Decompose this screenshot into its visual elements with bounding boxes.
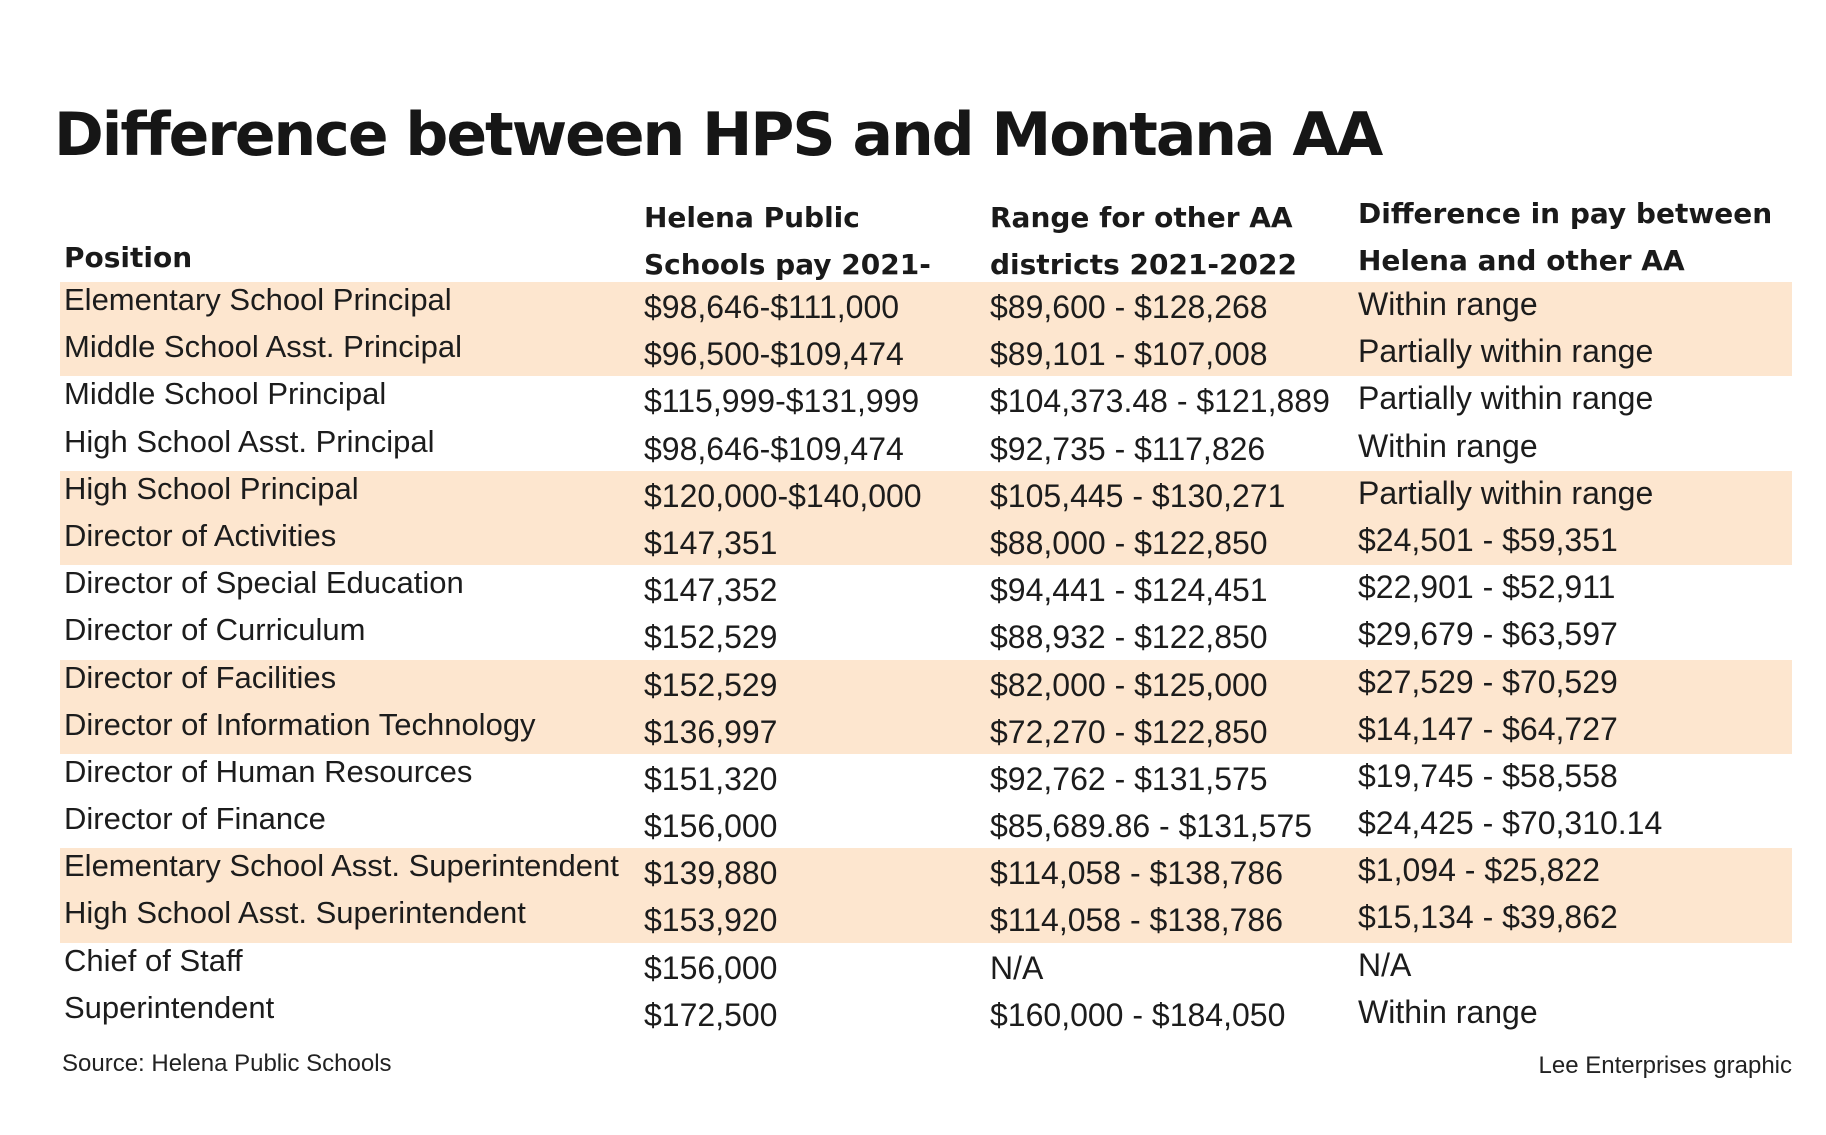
cell-position: Director of Information Technology xyxy=(64,706,536,742)
table-row: Director of Special Education $147,352 $94… xyxy=(60,565,1792,612)
table-row: Elementary School Principal $98,646-$111,… xyxy=(60,282,1792,330)
cell-hps-pay: $136,997 xyxy=(644,713,778,750)
cell-hps-pay: $156,000 xyxy=(644,808,778,845)
table-header: Position Helena Public Schools pay 2021-… xyxy=(60,190,1792,328)
pay-table: Position Helena Public Schools pay 2021-… xyxy=(60,190,1792,1037)
cell-aa-range: $94,441 - $124,451 xyxy=(990,572,1268,609)
source-note: Source: Helena Public Schools xyxy=(62,1050,392,1077)
table-row: High School Asst. Principal $98,646-$109,… xyxy=(60,424,1792,471)
cell-difference: Partially within range xyxy=(1358,380,1654,417)
cell-hps-pay: $147,351 xyxy=(644,524,778,561)
cell-hps-pay: $96,500-$109,474 xyxy=(644,336,904,373)
cell-difference: $24,425 - $70,310.14 xyxy=(1358,805,1663,842)
table-row: High School Principal $120,000-$140,000 $1… xyxy=(60,470,1792,518)
cell-position: Director of Special Education xyxy=(64,565,464,601)
cell-difference: Partially within range xyxy=(1358,474,1654,511)
cell-position: High School Asst. Principal xyxy=(64,423,435,459)
cell-position: High School Asst. Superintendent xyxy=(64,895,526,931)
cell-aa-range: $114,058 - $138,786 xyxy=(990,902,1283,939)
cell-hps-pay: $172,500 xyxy=(644,996,778,1033)
cell-aa-range: $82,000 - $125,000 xyxy=(990,666,1268,703)
cell-aa-range: N/A xyxy=(990,949,1044,986)
cell-aa-range: $104,373.48 - $121,889 xyxy=(990,383,1330,420)
cell-aa-range: $85,689.86 - $131,575 xyxy=(990,808,1313,845)
cell-difference: $14,147 - $64,727 xyxy=(1358,710,1618,747)
cell-difference: $19,745 - $58,558 xyxy=(1358,757,1618,794)
cell-position: Chief of Staff xyxy=(64,942,243,978)
cell-difference: Within range xyxy=(1358,993,1538,1030)
header-position: Position xyxy=(64,241,193,274)
cell-aa-range: $88,932 - $122,850 xyxy=(990,619,1268,656)
cell-hps-pay: $98,646-$109,474 xyxy=(644,430,904,467)
graphic-credit: Lee Enterprises graphic xyxy=(1538,1052,1792,1079)
table-row: Director of Human Resources $151,320 $92,7… xyxy=(60,754,1792,801)
cell-difference: Within range xyxy=(1358,427,1538,464)
header-hps-pay: Helena Public Schools pay 2021-2022 xyxy=(644,201,931,328)
cell-position: Middle School Asst. Principal xyxy=(64,329,463,365)
cell-hps-pay: $151,320 xyxy=(644,760,778,797)
cell-hps-pay: $98,646-$111,000 xyxy=(644,289,900,325)
cell-position: Director of Facilities xyxy=(64,659,337,695)
cell-difference: $29,679 - $63,597 xyxy=(1358,616,1618,653)
cell-difference: $22,901 - $52,911 xyxy=(1358,569,1616,606)
cell-position: Elementary School Asst. Superintendent xyxy=(64,848,619,884)
cell-hps-pay: $152,529 xyxy=(644,619,778,656)
cell-position: High School Principal xyxy=(64,470,359,506)
cell-position: Director of Human Resources xyxy=(64,753,473,789)
cell-hps-pay: $120,000-$140,000 xyxy=(644,477,922,514)
cell-position: Director of Finance xyxy=(64,801,326,837)
table-row: Middle School Asst. Principal $96,500-$10… xyxy=(60,329,1792,377)
table-row: Elementary School Asst. Superintendent $1… xyxy=(60,848,1792,896)
page-title: Difference between HPS and Montana AA xyxy=(54,100,1383,170)
header-aa-range: Range for other AA districts 2021-2022 xyxy=(990,201,1297,281)
cell-hps-pay: $156,000 xyxy=(644,949,778,986)
cell-hps-pay: $147,352 xyxy=(644,572,778,609)
table-body: Elementary School Principal $98,646-$111,… xyxy=(60,282,1792,1037)
table-row: High School Asst. Superintendent $153,920… xyxy=(60,895,1792,943)
cell-position: Director of Curriculum xyxy=(64,612,366,648)
cell-hps-pay: $139,880 xyxy=(644,855,778,892)
cell-aa-range: $89,600 - $128,268 xyxy=(990,289,1268,325)
cell-aa-range: $114,058 - $138,786 xyxy=(990,855,1283,892)
cell-difference: $15,134 - $39,862 xyxy=(1358,899,1618,936)
table-row: Superintendent $172,500 $160,000 - $184,05… xyxy=(60,990,1792,1037)
table-row: Director of Information Technology $136,9… xyxy=(60,706,1792,754)
cell-difference: Within range xyxy=(1358,286,1538,322)
cell-difference: Partially within range xyxy=(1358,333,1654,370)
table-row: Chief of Staff $156,000 N/A N/A xyxy=(60,943,1792,990)
cell-aa-range: $72,270 - $122,850 xyxy=(990,713,1268,750)
cell-aa-range: $89,101 - $107,008 xyxy=(990,336,1268,373)
cell-difference: $1,094 - $25,822 xyxy=(1358,852,1600,889)
table-row: Middle School Principal $115,999-$131,999… xyxy=(60,376,1792,423)
cell-difference: $24,501 - $59,351 xyxy=(1358,521,1618,558)
cell-aa-range: $88,000 - $122,850 xyxy=(990,524,1268,561)
cell-position: Superintendent xyxy=(64,989,275,1025)
cell-hps-pay: $152,529 xyxy=(644,666,778,703)
cell-aa-range: $92,735 - $117,826 xyxy=(990,430,1266,467)
cell-aa-range: $92,762 - $131,575 xyxy=(990,760,1268,797)
cell-difference: N/A xyxy=(1358,946,1412,983)
table-row: Director of Curriculum $152,529 $88,932 - … xyxy=(60,612,1792,659)
table-row: Director of Finance $156,000 $85,689.86 - … xyxy=(60,801,1792,848)
cell-position: Director of Activities xyxy=(64,517,337,553)
cell-difference: $27,529 - $70,529 xyxy=(1358,663,1618,700)
cell-position: Elementary School Principal xyxy=(64,282,452,317)
cell-aa-range: $160,000 - $184,050 xyxy=(990,996,1286,1033)
table-row: Director of Facilities $152,529 $82,000 - … xyxy=(60,659,1792,707)
cell-hps-pay: $115,999-$131,999 xyxy=(644,383,920,420)
cell-aa-range: $105,445 - $130,271 xyxy=(990,477,1286,514)
cell-position: Middle School Principal xyxy=(64,376,387,412)
cell-hps-pay: $153,920 xyxy=(644,902,778,939)
table-row: Director of Activities $147,351 $88,000 - … xyxy=(60,517,1792,566)
